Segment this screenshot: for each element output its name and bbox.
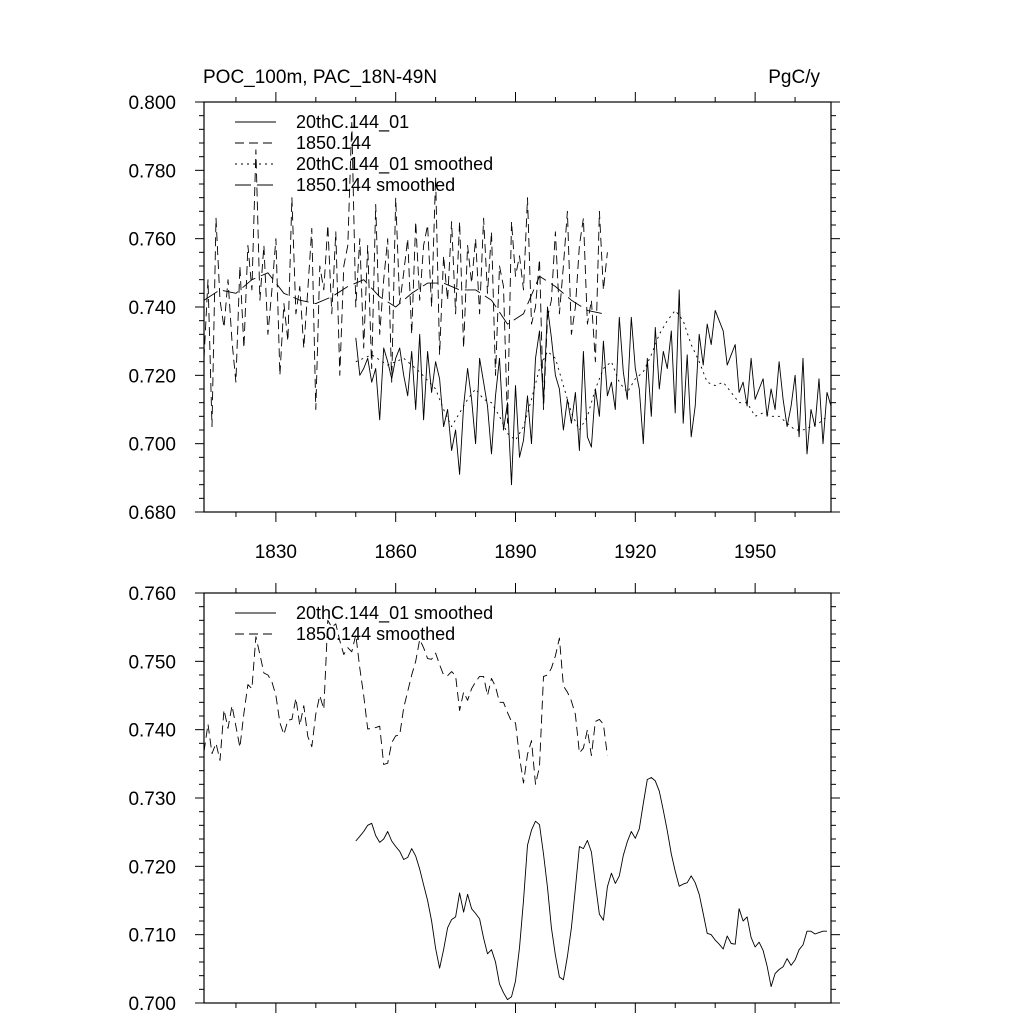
top-panel-series [203,122,832,486]
bottom-panel-axes: 0.700 0.710 0.720 0.730 0.740 0.750 0.760 [128,583,840,1015]
y-tick-label: 0.710 [128,926,176,947]
top-panel: POC_100m, PAC_18N-49N PgC/y 0.6800.7000.… [128,67,840,563]
y-tick-label: 0.720 [128,857,176,878]
y-tick-label: 0.780 [128,161,176,182]
legend-label: 1850.144 [296,133,371,153]
series-line-1 [203,122,608,428]
bottom-panel: 0.700 0.710 0.720 0.730 0.740 0.750 0.760 20th… [128,583,840,1015]
series-line-0 [355,289,832,486]
y-tick-label: 0.730 [128,789,176,810]
legend-label: 20thC.144_01 [296,112,409,133]
series-line-0 [355,777,827,1001]
top-panel-units: PgC/y [768,67,820,88]
x-tick-label: 1860 [375,542,417,563]
y-tick-label: 0.760 [128,230,176,251]
top-panel-title: POC_100m, PAC_18N-49N [203,67,437,88]
y-tick-label: 0.700 [128,435,176,456]
series-line-3 [203,272,604,325]
legend-label: 20thC.144_01 smoothed [296,603,493,624]
y-tick-label: 0.680 [128,503,176,524]
x-tick-label: 1920 [614,542,656,563]
y-tick-label: 0.700 [128,994,176,1015]
legend-label: 20thC.144_01 smoothed [296,154,493,175]
legend-label: 1850.144 smoothed [296,624,455,644]
x-tick-label: 1830 [255,542,297,563]
x-tick-label: 1890 [494,542,536,563]
plot-frame [203,592,832,1004]
y-tick-label: 0.720 [128,366,176,387]
x-tick-label: 1950 [734,542,776,563]
top-panel-axes: 0.680 0.700 0.720 0.740 0.760 0.780 0.800 1830 1… [128,92,840,563]
y-tick-label: 0.750 [128,652,176,673]
y-tick-label: 0.740 [128,298,176,319]
y-tick-label: 0.760 [128,584,176,605]
y-tick-label: 0.800 [128,93,176,114]
legend-label: 1850.144 smoothed [296,175,455,195]
y-tick-label: 0.740 [128,721,176,742]
series-line-1 [203,619,608,785]
bottom-panel-series [203,619,827,1001]
